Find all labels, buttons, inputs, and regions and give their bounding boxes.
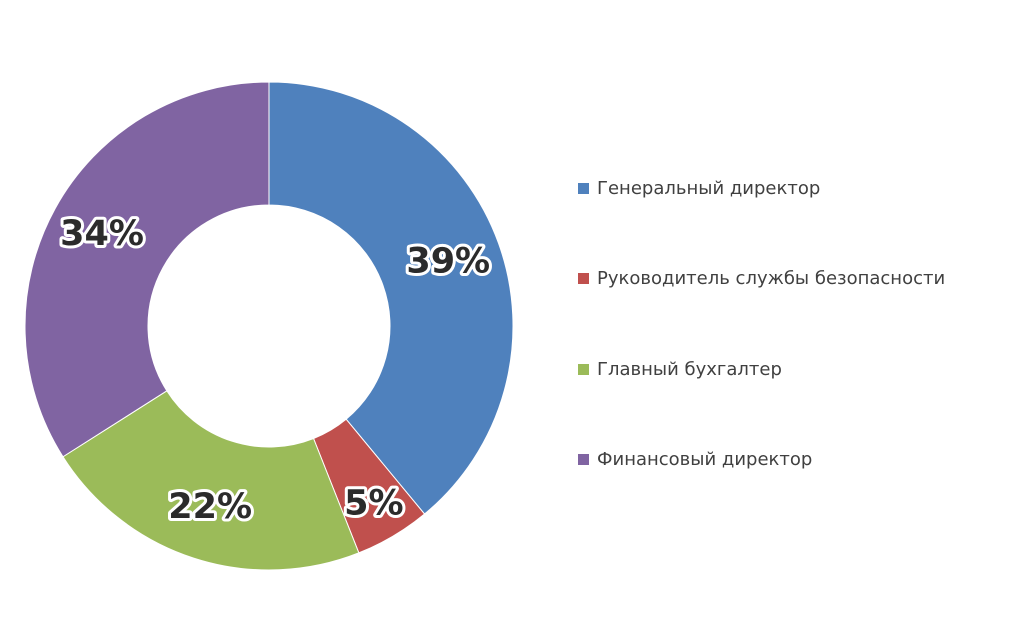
- slice-chief-accountant[interactable]: [62, 390, 360, 571]
- donut-value-labels: 39% 5% 22% 34%: [57, 211, 493, 530]
- value-label-chief-accountant: 22%: [168, 487, 252, 527]
- legend-item-financial-director[interactable]: Финансовый директор: [578, 442, 1008, 478]
- legend-swatch-chief-accountant: [578, 363, 589, 375]
- slice-general-director[interactable]: [268, 81, 514, 515]
- legend-item-general-director[interactable]: Генеральный директор: [578, 170, 1008, 206]
- legend-label-general-director: Генеральный директор: [597, 177, 821, 199]
- legend-label-security-head: Руководитель службы безопасности: [597, 268, 946, 289]
- legend-label-financial-director: Финансовый директор: [597, 449, 813, 470]
- value-label-financial-director: 34%: [60, 214, 144, 254]
- value-label-general-director: 39%: [406, 241, 490, 281]
- legend-swatch-security-head: [578, 273, 589, 284]
- legend-swatch-general-director: [578, 182, 589, 194]
- legend-label-chief-accountant: Главный бухгалтер: [597, 358, 782, 380]
- legend-item-chief-accountant[interactable]: Главный бухгалтер: [578, 351, 1008, 387]
- legend-item-security-head[interactable]: Руководитель службы безопасности: [578, 261, 1008, 297]
- legend-swatch-financial-director: [578, 454, 589, 465]
- chart-legend: Генеральный директор Руководитель службы…: [578, 170, 1008, 532]
- donut-slices: [24, 81, 514, 571]
- value-label-security-head: 5%: [344, 483, 403, 523]
- slice-financial-director[interactable]: [24, 81, 270, 458]
